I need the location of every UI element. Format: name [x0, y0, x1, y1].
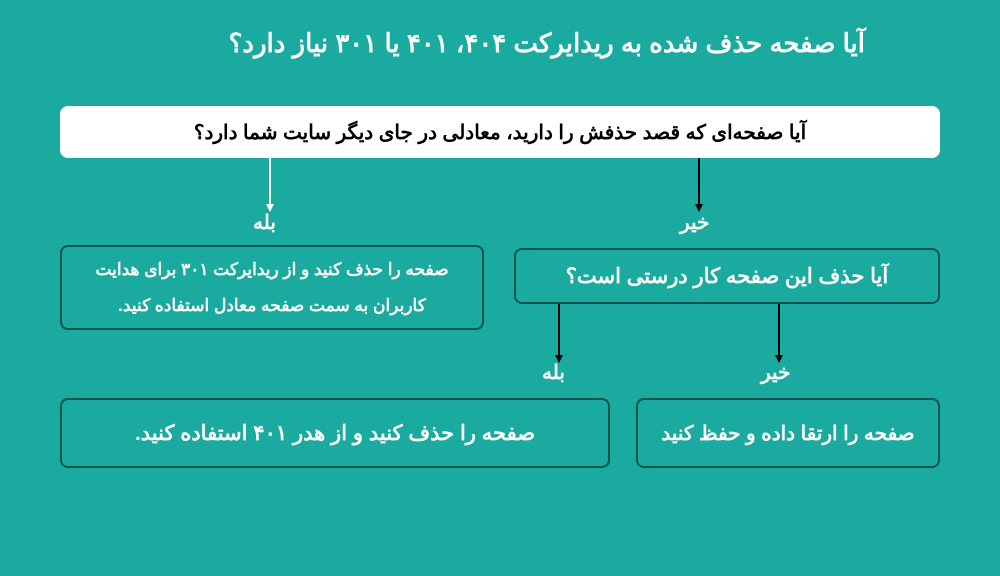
answer-yes2-box: صفحه را حذف کنید و از هدر ۴۰۱ استفاده کن… — [60, 398, 610, 468]
answer-no2-box: صفحه را ارتقا داده و حفظ کنید — [636, 398, 940, 468]
question-2-box: آیا حذف این صفحه کار درستی است؟ — [514, 248, 940, 304]
label-q1-yes: بله — [253, 210, 276, 235]
answer-yes1-text: صفحه را حذف کنید و از ریدایرکت ۳۰۱ برای … — [80, 252, 464, 323]
answer-yes1-box: صفحه را حذف کنید و از ریدایرکت ۳۰۱ برای … — [60, 245, 484, 330]
label-q2-no: خیر — [761, 360, 790, 385]
label-q1-no: خیر — [680, 210, 709, 235]
label-q2-yes: بله — [542, 360, 565, 385]
connector-q1-yes — [265, 158, 275, 218]
question-1-text: آیا صفحه‌ای که قصد حذفش را دارید، معادلی… — [194, 120, 806, 145]
answer-no2-text: صفحه را ارتقا داده و حفظ کنید — [661, 421, 914, 446]
connector-q1-no — [694, 158, 704, 218]
question-1-box: آیا صفحه‌ای که قصد حذفش را دارید، معادلی… — [60, 106, 940, 158]
question-2-text: آیا حذف این صفحه کار درستی است؟ — [566, 264, 888, 289]
page-title: آیا صفحه حذف شده به ریدایرکت ۴۰۴، ۴۰۱ یا… — [135, 28, 865, 59]
answer-yes2-text: صفحه را حذف کنید و از هدر ۴۰۱ استفاده کن… — [135, 421, 535, 446]
